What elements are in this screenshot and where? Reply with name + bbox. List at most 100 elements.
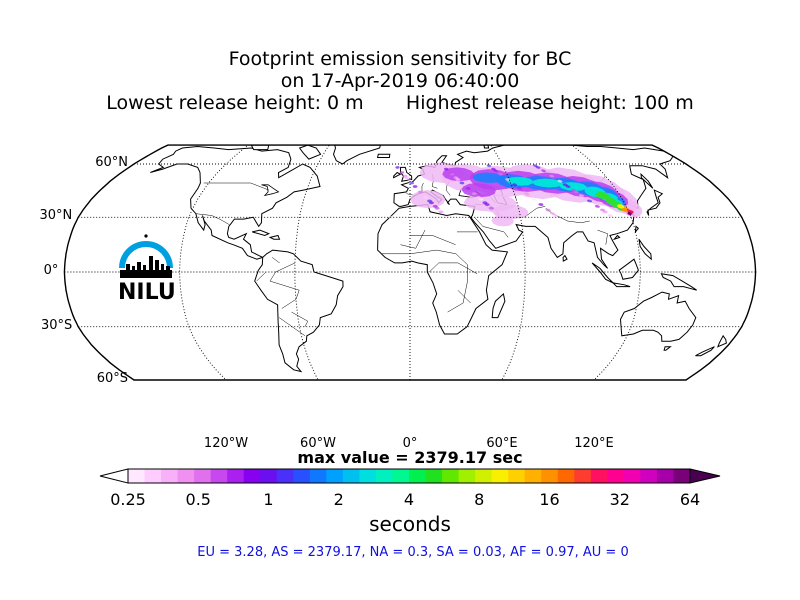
- colorbar-tick-label: 8: [474, 490, 485, 509]
- colorbar-swatch: [425, 469, 443, 483]
- landmass: [250, 145, 270, 151]
- colorbar-swatch: [227, 469, 245, 483]
- footprint-cell: [412, 185, 418, 188]
- colorbar-swatch: [442, 469, 459, 483]
- footprint-cell: [418, 190, 423, 194]
- footprint-cell: [432, 204, 438, 208]
- landmass: [634, 225, 639, 234]
- landmass: [717, 334, 727, 348]
- footprint-cell: [541, 169, 546, 173]
- landmass: [377, 204, 509, 335]
- landmass: [268, 234, 281, 240]
- landmass: [640, 172, 654, 189]
- footprint-cell: [465, 186, 471, 190]
- meridian-120: [532, 145, 641, 380]
- footprint-cell: [550, 212, 556, 216]
- footprint-cell: [423, 195, 429, 199]
- colorbar-swatch: [607, 469, 625, 483]
- colorbar-swatch: [656, 469, 674, 483]
- lat-label: 30°N: [39, 208, 73, 224]
- footprint-cell: [557, 179, 563, 183]
- landmass: [612, 234, 621, 241]
- footprint-cell: [531, 197, 537, 201]
- footprint-cell: [562, 183, 568, 187]
- country-border: [597, 229, 608, 245]
- footprint-cell: [617, 204, 625, 209]
- colorbar-frame: [127, 468, 691, 484]
- colorbar-swatch: [673, 469, 691, 483]
- colorbar-swatch: [243, 469, 261, 483]
- colorbar-swatch: [194, 469, 212, 483]
- footprint-cell: [492, 204, 529, 220]
- country-border: [203, 182, 269, 191]
- colorbar-swatch: [557, 469, 575, 483]
- footprint-cell: [444, 167, 449, 171]
- lon-label: 120°E: [574, 436, 614, 451]
- footprint-cell: [491, 167, 496, 171]
- footprint-cell: [594, 204, 600, 208]
- footprint-cell: [627, 212, 632, 216]
- colorbar-swatch: [491, 469, 509, 483]
- landmass: [393, 171, 402, 179]
- lon-label: 120°W: [203, 436, 249, 451]
- colorbar-over-arrow: [689, 468, 721, 484]
- colorbar-swatch: [309, 469, 327, 483]
- colorbar-swatch: [508, 469, 526, 483]
- colorbar-swatch: [640, 469, 658, 483]
- colorbar-swatch: [590, 469, 608, 483]
- nilu-logo-icon: [119, 234, 173, 278]
- footprint-cell: [444, 215, 450, 219]
- colorbar-swatch: [144, 469, 162, 483]
- colorbar-tick-label: 2: [333, 490, 344, 509]
- footprint-cell: [491, 215, 514, 227]
- colorbar-swatch: [475, 469, 493, 483]
- landmass: [591, 262, 614, 284]
- landmass: [619, 291, 697, 342]
- footprint-cell: [587, 199, 592, 203]
- colorbar-swatch: [392, 469, 410, 483]
- colorbar-swatch: [375, 469, 393, 483]
- lat-label: 60°N: [95, 155, 129, 170]
- colorbar-swatch: [260, 469, 278, 483]
- landmass: [660, 273, 697, 291]
- colorbar-tick-label: 0.25: [110, 490, 146, 509]
- colorbar-swatch: [409, 469, 426, 483]
- footprint-cell: [442, 167, 475, 182]
- footprint-cell: [524, 192, 529, 196]
- footprint-cell: [459, 181, 465, 185]
- title-line-2: on 17-Apr-2019 06:40:00: [280, 70, 520, 92]
- lon-label: 60°E: [486, 436, 518, 451]
- colorbar-swatch: [623, 469, 641, 483]
- footprint-cell: [410, 190, 446, 209]
- footprint-cell: [505, 178, 510, 181]
- footprint-cell: [512, 183, 517, 187]
- country-border: [545, 208, 590, 224]
- colorbar: [99, 468, 721, 484]
- footprint-cell: [517, 186, 522, 190]
- landmass: [695, 346, 715, 357]
- country-border: [195, 213, 230, 225]
- footprint-cell: [488, 206, 494, 210]
- country-border: [429, 262, 478, 275]
- footprint-cell: [476, 195, 482, 199]
- lat-label: 30°S: [40, 317, 73, 333]
- coastlines: [150, 145, 727, 373]
- colorbar-swatch: [210, 469, 228, 483]
- footprint-cell: [402, 174, 408, 178]
- colorbar-unit: seconds: [369, 512, 451, 536]
- landmass: [376, 153, 391, 158]
- footprint-cell: [533, 164, 538, 168]
- colorbar-tick-label: 0.5: [185, 490, 211, 509]
- country-border: [474, 217, 509, 238]
- landmass: [618, 258, 639, 280]
- country-border: [457, 290, 471, 304]
- country-border: [272, 257, 280, 264]
- footprint-plume: [389, 162, 643, 227]
- region-summary: EU = 3.28, AS = 2379.17, NA = 0.3, SA = …: [197, 545, 629, 560]
- country-border: [291, 311, 309, 327]
- landmass: [332, 145, 382, 165]
- colorbar-swatch: [161, 469, 178, 483]
- footprint-cell: [600, 208, 606, 212]
- footprint-cell: [389, 215, 395, 219]
